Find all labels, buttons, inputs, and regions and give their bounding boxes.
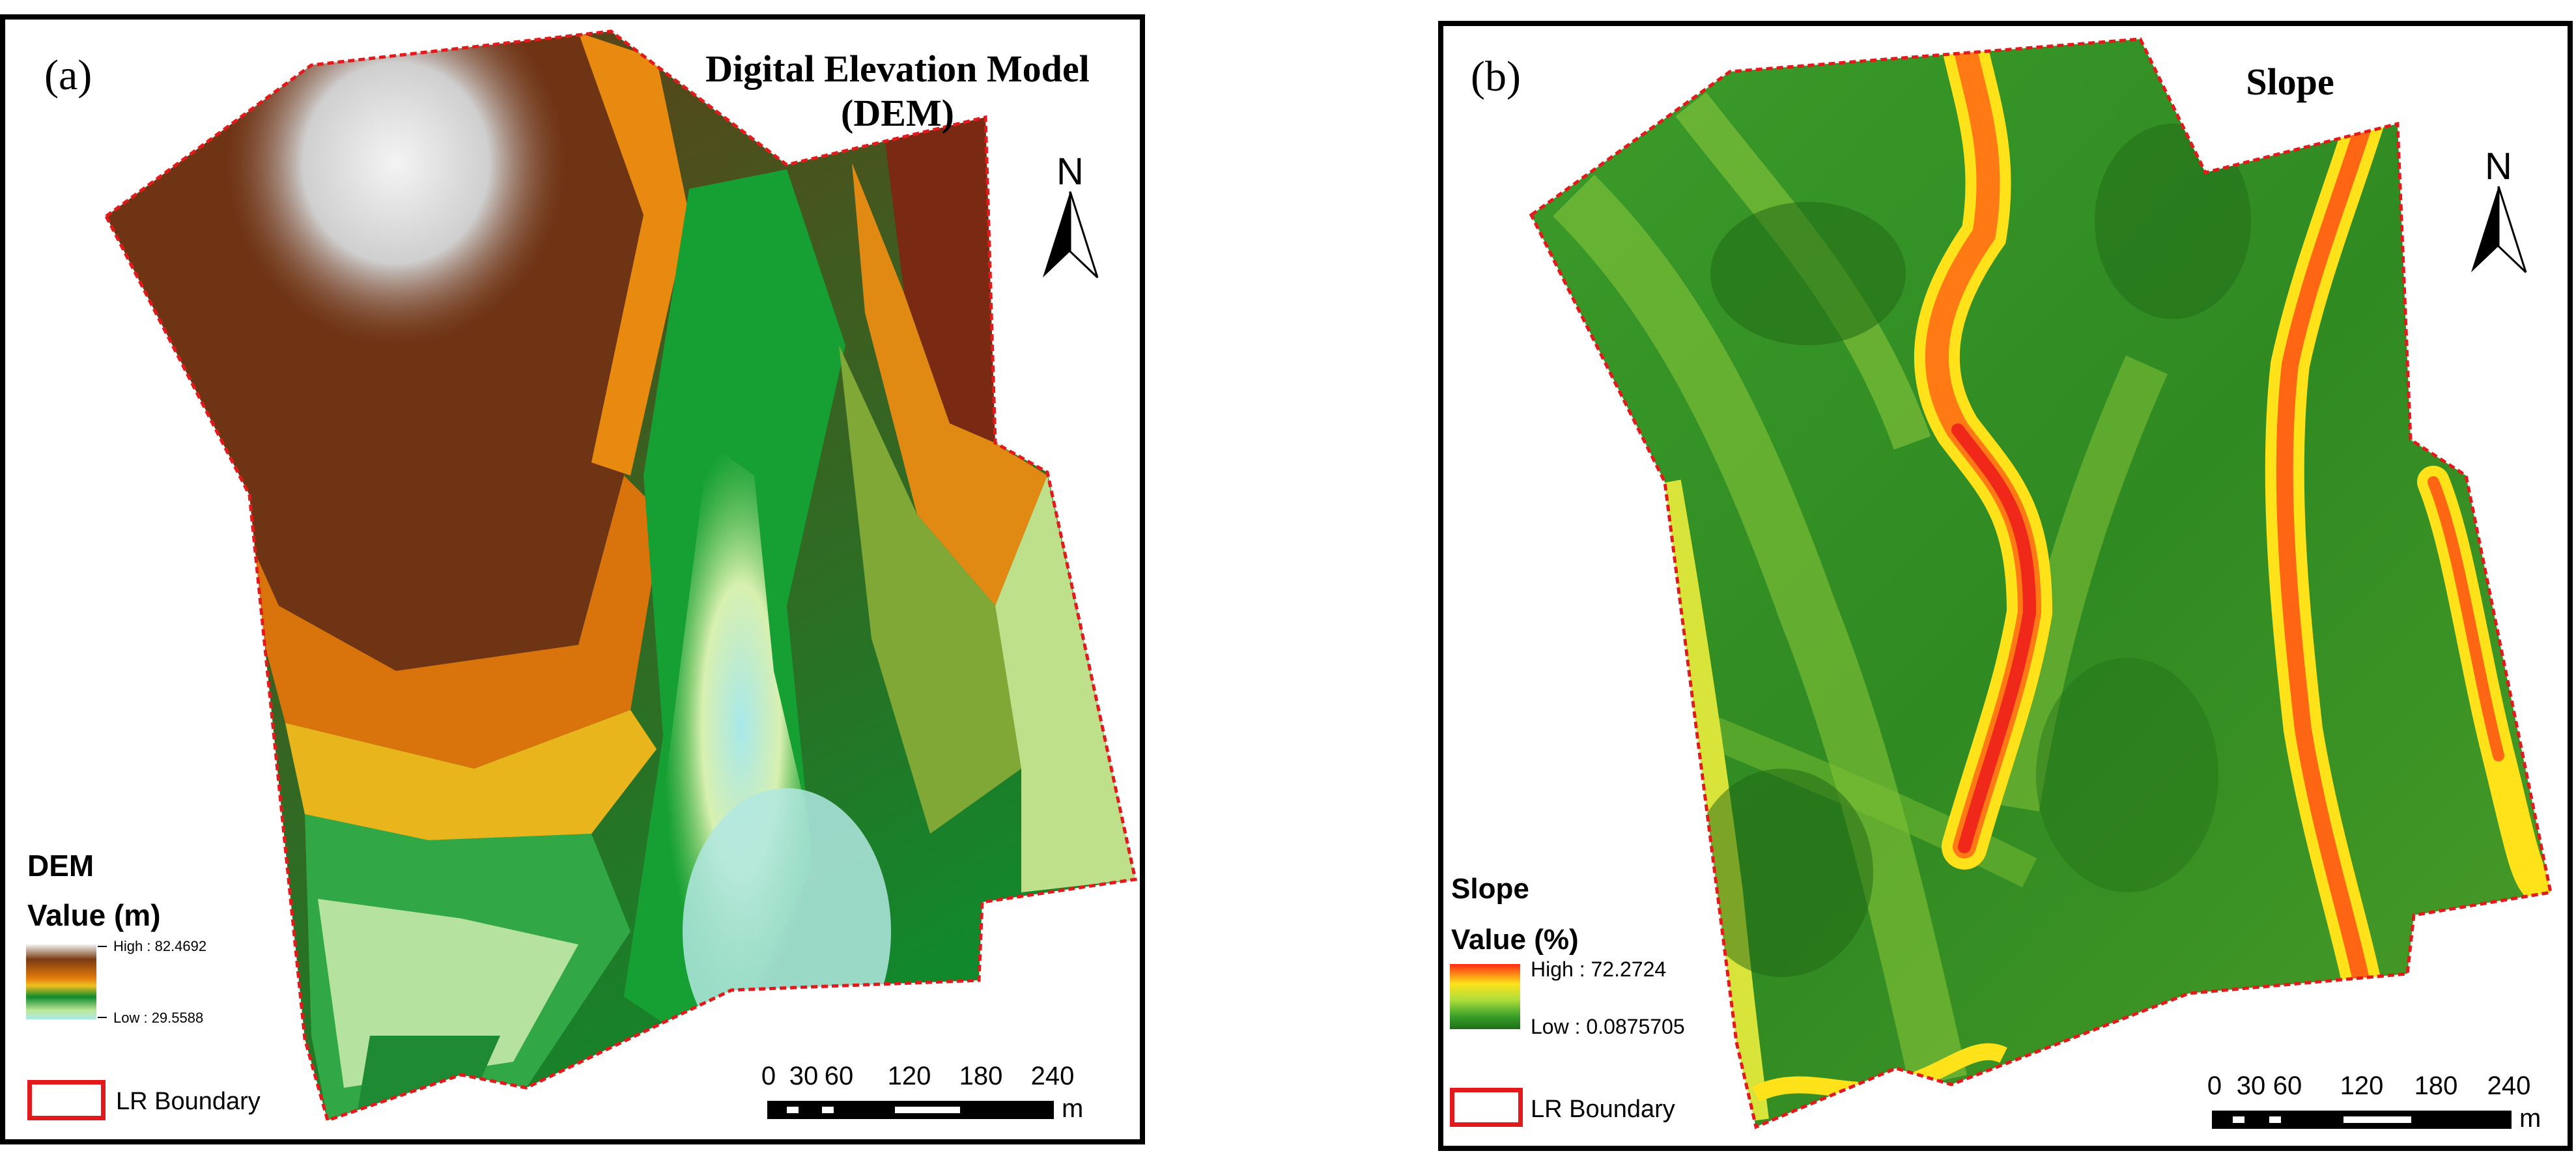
scale-tick-label: 120 [887,1062,931,1090]
map-title-line2: (DEM) [841,92,954,134]
north-arrow-icon [2471,186,2527,274]
scale-tick-label: 60 [2272,1072,2302,1100]
legend-high-label: High : 82.4692 [113,938,207,954]
dem-boundary-outline [104,29,1138,1123]
slope-legend-ramp [1450,964,1520,1029]
legend-low-label: Low : 29.5588 [113,1010,204,1026]
scale-tick-label: 180 [959,1062,1003,1090]
scale-unit: m [1062,1094,1084,1123]
slope-boundary-outline [1529,37,2553,1129]
panel-label: (b) [1471,53,1521,100]
legend-title: DEM [27,849,94,883]
scale-tick-label: 120 [2340,1072,2384,1100]
scale-tick-label: 240 [1030,1062,1075,1090]
north-arrow: N [1038,150,1103,280]
slope-map-panel: (b) Slope N Slope Value (%) High : 72.27… [1438,21,2573,1151]
north-letter: N [2485,145,2512,188]
legend-title: Slope [1451,873,1529,905]
panel-label: (a) [44,51,92,99]
scale-tick-label: 30 [789,1062,819,1090]
legend-subtitle: Value (m) [27,898,161,932]
slope-raster [1531,39,2551,1127]
scale-tick-label: 180 [2414,1072,2458,1100]
dem-scale-bar [767,1101,1054,1119]
north-arrow-icon [1043,192,1099,279]
north-arrow: N [2466,145,2531,275]
boundary-legend-swatch [27,1080,106,1120]
scale-tick-label: 0 [2207,1072,2222,1100]
dem-raster [106,31,1135,1120]
north-letter: N [1056,150,1084,193]
scale-unit: m [2519,1104,2541,1133]
dem-map-panel: (a) Digital Elevation Model (DEM) N DEM … [0,14,1145,1144]
map-title-line1: Slope [2246,61,2334,103]
boundary-legend-label: LR Boundary [1531,1096,1675,1123]
dem-legend-ramp [26,944,96,1019]
map-title-line1: Digital Elevation Model [705,48,1090,90]
scale-tick-label: 30 [2236,1072,2266,1100]
dem-map [26,29,1138,1123]
slope-map [1450,37,2553,1129]
legend-high-label: High : 72.2724 [1531,958,1667,981]
scale-tick-label: 0 [761,1062,776,1090]
scale-tick-label: 240 [2487,1072,2531,1100]
map-title: Digital Elevation Model (DEM) [692,47,1103,135]
scale-tick-label: 60 [824,1062,854,1090]
slope-scale-bar [2212,1111,2512,1129]
boundary-legend-swatch [1450,1088,1523,1127]
boundary-legend-label: LR Boundary [116,1088,261,1115]
legend-low-label: Low : 0.0875705 [1531,1015,1685,1038]
legend-subtitle: Value (%) [1451,924,1579,956]
map-title: Slope [2192,60,2388,104]
